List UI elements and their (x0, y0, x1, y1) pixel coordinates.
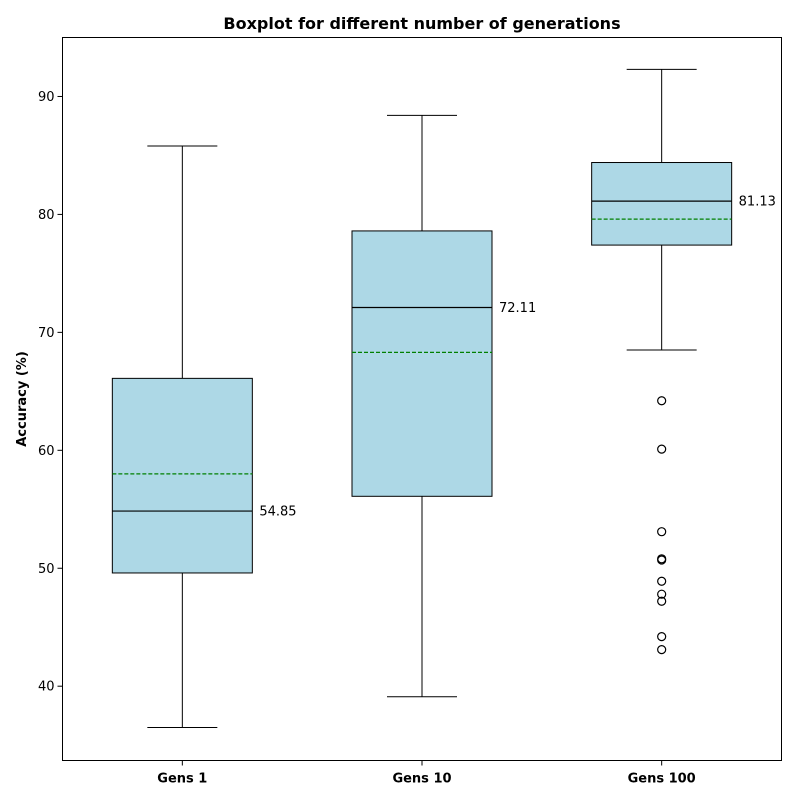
x-category-label: Gens 100 (628, 772, 696, 787)
y-tick-label: 90 (38, 90, 55, 105)
median-value-label: 54.85 (259, 505, 296, 520)
chart-title: Boxplot for different number of generati… (223, 14, 620, 33)
x-category-label: Gens 1 (157, 772, 207, 787)
outlier-point (657, 555, 667, 565)
outlier-point (657, 589, 667, 599)
y-tick-label: 70 (38, 326, 55, 341)
y-tick-label: 80 (38, 208, 55, 223)
outlier-point (657, 576, 667, 586)
plot-area-frame (62, 37, 782, 761)
outlier-point (657, 645, 667, 655)
y-tick-label: 50 (38, 562, 55, 577)
y-axis-title: Accuracy (%) (15, 351, 30, 447)
outlier-point (657, 632, 667, 642)
y-tick-label: 60 (38, 444, 55, 459)
box (111, 377, 253, 574)
box (591, 162, 733, 246)
median-value-label: 81.13 (739, 195, 776, 210)
outlier-point (657, 596, 667, 606)
median-value-label: 72.11 (499, 301, 536, 316)
plot-marks: 40 50 60 70 80 90 Gens 1 54.85 Gens 10 72.11 Gens … (38, 68, 776, 787)
y-tick-label: 40 (38, 680, 55, 695)
x-category-label: Gens 10 (392, 772, 451, 787)
box (351, 230, 493, 497)
outlier-point (657, 527, 667, 537)
outlier-point (657, 444, 667, 454)
outlier-point (657, 396, 667, 406)
